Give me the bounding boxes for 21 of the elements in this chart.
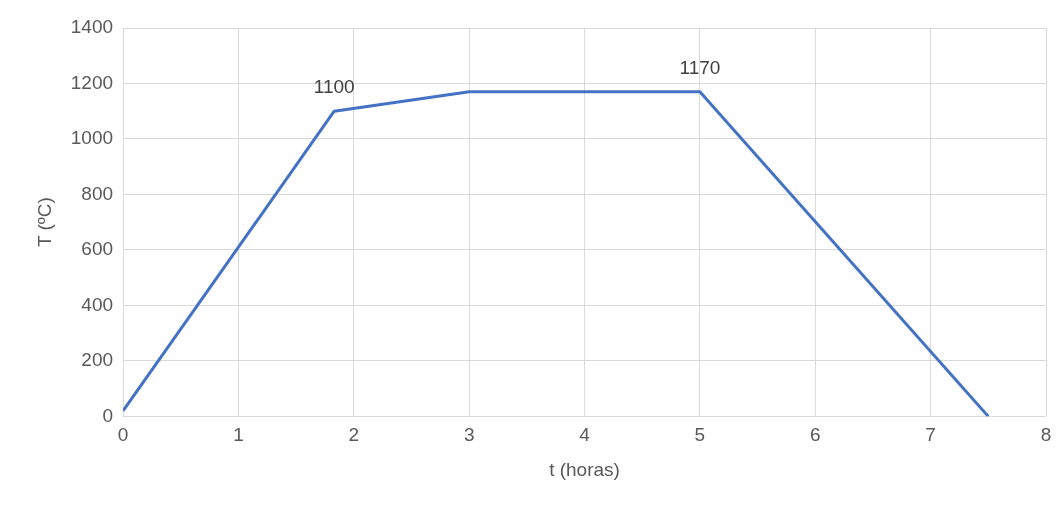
y-tick-label: 0: [102, 404, 114, 426]
y-tick-label: 600: [81, 238, 114, 260]
x-tick-label: 2: [348, 424, 360, 446]
x-tick-label: 0: [117, 424, 129, 446]
x-tick-label: 7: [925, 424, 936, 446]
y-tick-label: 400: [81, 293, 114, 315]
x-tick-label: 5: [694, 424, 706, 446]
y-axis-title: T (ºC): [33, 197, 55, 248]
y-tick-label: 800: [81, 182, 114, 204]
y-tick-label: 1200: [70, 71, 114, 93]
x-tick-label: 3: [463, 424, 475, 446]
y-tick-label: 1000: [70, 127, 114, 149]
data-label: 1170: [679, 56, 721, 78]
x-tick-label: 4: [579, 424, 591, 446]
x-axis-title: t (horas): [549, 458, 620, 480]
x-tick-label: 6: [809, 424, 821, 446]
y-tick-label: 200: [81, 349, 114, 371]
data-label: 1100: [313, 75, 355, 97]
x-tick-label: 8: [1040, 424, 1052, 446]
x-tick-label: 1: [233, 424, 244, 446]
y-tick-label: 1400: [70, 16, 114, 38]
